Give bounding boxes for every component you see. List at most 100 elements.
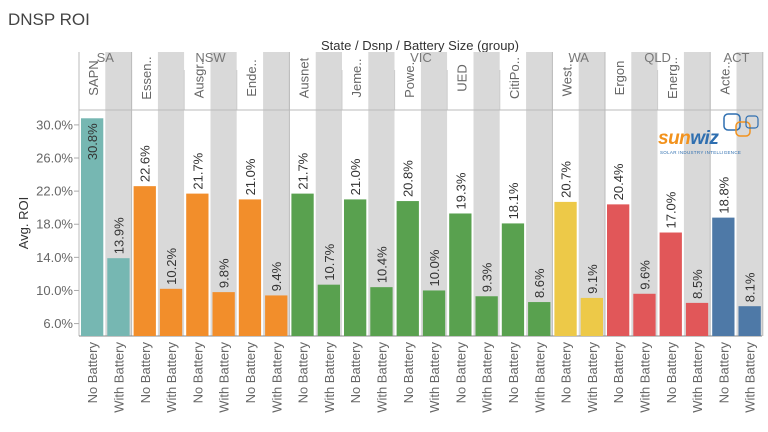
category-label: With Battery [322, 342, 337, 413]
bar-essen-no-battery [133, 186, 156, 336]
value-label: 10.0% [427, 249, 442, 286]
bar-jeme-with-battery [370, 287, 393, 336]
y-tick-label: 18.0% [36, 217, 73, 232]
value-label: 30.8% [85, 123, 100, 160]
category-label: With Battery [269, 342, 284, 413]
category-label: With Battery [637, 342, 652, 413]
category-label: No Battery [716, 342, 731, 404]
value-label: 21.7% [296, 152, 311, 189]
category-label: With Battery [427, 342, 442, 413]
bar-ende-with-battery [265, 295, 288, 336]
value-label: 20.7% [559, 161, 574, 198]
value-label: 17.0% [664, 191, 679, 228]
state-label-wa: WA [568, 50, 589, 65]
category-label: With Battery [164, 342, 179, 413]
category-label: No Battery [559, 342, 574, 404]
bar-ued-with-battery [475, 296, 498, 336]
column-band-13 [420, 52, 448, 336]
y-tick-label: 26.0% [36, 151, 73, 166]
dnsp-label-acte: Acte.. [717, 61, 732, 94]
bar-powe-with-battery [422, 290, 446, 336]
bar-acte-no-battery [712, 217, 735, 336]
value-label: 21.0% [348, 158, 363, 195]
category-label: No Battery [243, 342, 258, 404]
value-label: 9.4% [269, 261, 284, 291]
dnsp-label-west: West.. [560, 60, 575, 97]
y-tick-label: 6.0% [43, 316, 73, 331]
column-band-7 [263, 52, 290, 336]
value-label: 9.3% [480, 262, 495, 292]
value-label: 20.4% [611, 163, 626, 200]
dnsp-label-sapn: SAPN [86, 60, 101, 95]
value-label: 8.5% [690, 269, 705, 299]
column-band-15 [473, 52, 500, 336]
state-label-vic: VIC [410, 50, 432, 65]
bar-citipo-no-battery [501, 223, 525, 336]
y-tick-label: 14.0% [36, 250, 73, 265]
dnsp-label-energ: Energ.. [665, 57, 680, 99]
value-label: 20.8% [401, 160, 416, 197]
bar-sapn-with-battery [107, 258, 130, 336]
state-label-qld: QLD [644, 50, 671, 65]
dnsp-label-ued: UED [454, 64, 469, 91]
value-label: 22.6% [138, 145, 153, 182]
state-label-act: ACT [724, 50, 750, 65]
bar-west-with-battery [580, 297, 603, 336]
dnsp-label-essen: Essen.. [139, 56, 154, 99]
bar-ende-no-battery [238, 199, 262, 336]
column-band-17 [526, 52, 553, 336]
dnsp-label-jeme: Jeme.. [349, 58, 364, 97]
category-label: No Battery [401, 342, 416, 404]
category-label: No Battery [506, 342, 521, 404]
dnsp-label-ende: Ende.. [244, 59, 259, 97]
category-label: No Battery [138, 342, 153, 404]
sunwiz-logo: sunwiz SOLAR INDUSTRY INTELLIGENCE [658, 113, 759, 158]
value-label: 13.9% [111, 217, 126, 254]
y-tick-label: 22.0% [36, 184, 73, 199]
bar-ergon-with-battery [633, 293, 656, 336]
value-label: 10.4% [374, 246, 389, 283]
state-label-sa: SA [97, 50, 115, 65]
column-band-3 [157, 52, 185, 336]
category-label: No Battery [664, 342, 679, 404]
category-label: No Battery [611, 342, 626, 404]
value-label: 8.6% [532, 268, 547, 298]
bar-ergon-no-battery [607, 204, 630, 336]
dnsp-label-powe: Powe.. [402, 58, 417, 98]
value-label: 18.8% [716, 176, 731, 213]
category-label: No Battery [85, 342, 100, 404]
category-label: With Battery [585, 342, 600, 413]
value-label: 9.1% [585, 264, 600, 294]
dnsp-label-ausnet: Ausnet [297, 57, 312, 98]
page-title: DNSP ROI [8, 10, 90, 29]
state-label-nsw: NSW [195, 50, 226, 65]
value-label: 19.3% [453, 172, 468, 209]
column-band-23 [683, 52, 711, 336]
value-label: 21.7% [190, 152, 205, 189]
value-label: 10.7% [322, 243, 337, 280]
category-label: With Battery [374, 342, 389, 413]
bar-ausnet-no-battery [291, 193, 314, 336]
dnsp-label-citipo: CitiPo.. [507, 57, 522, 99]
column-band-25 [736, 52, 763, 336]
category-label: No Battery [453, 342, 468, 404]
category-label: No Battery [348, 342, 363, 404]
logo-mark-icon [723, 113, 759, 137]
bar-powe-no-battery [396, 201, 419, 336]
category-label: With Battery [111, 342, 126, 413]
dnsp-label-ergon: Ergon [612, 61, 627, 96]
bar-sapn-no-battery [81, 118, 104, 337]
bar-west-no-battery [554, 201, 577, 336]
category-label: With Battery [480, 342, 495, 413]
bar-energ-with-battery [685, 302, 709, 336]
bar-ausgr-with-battery [212, 292, 235, 336]
category-label: With Battery [532, 342, 547, 413]
bar-essen-with-battery [159, 288, 183, 336]
category-label: With Battery [743, 342, 758, 413]
bar-citipo-with-battery [528, 302, 551, 336]
column-band-19 [578, 52, 605, 336]
bar-energ-no-battery [659, 232, 682, 336]
bar-ausnet-with-battery [317, 284, 340, 336]
value-label: 10.2% [164, 248, 179, 285]
